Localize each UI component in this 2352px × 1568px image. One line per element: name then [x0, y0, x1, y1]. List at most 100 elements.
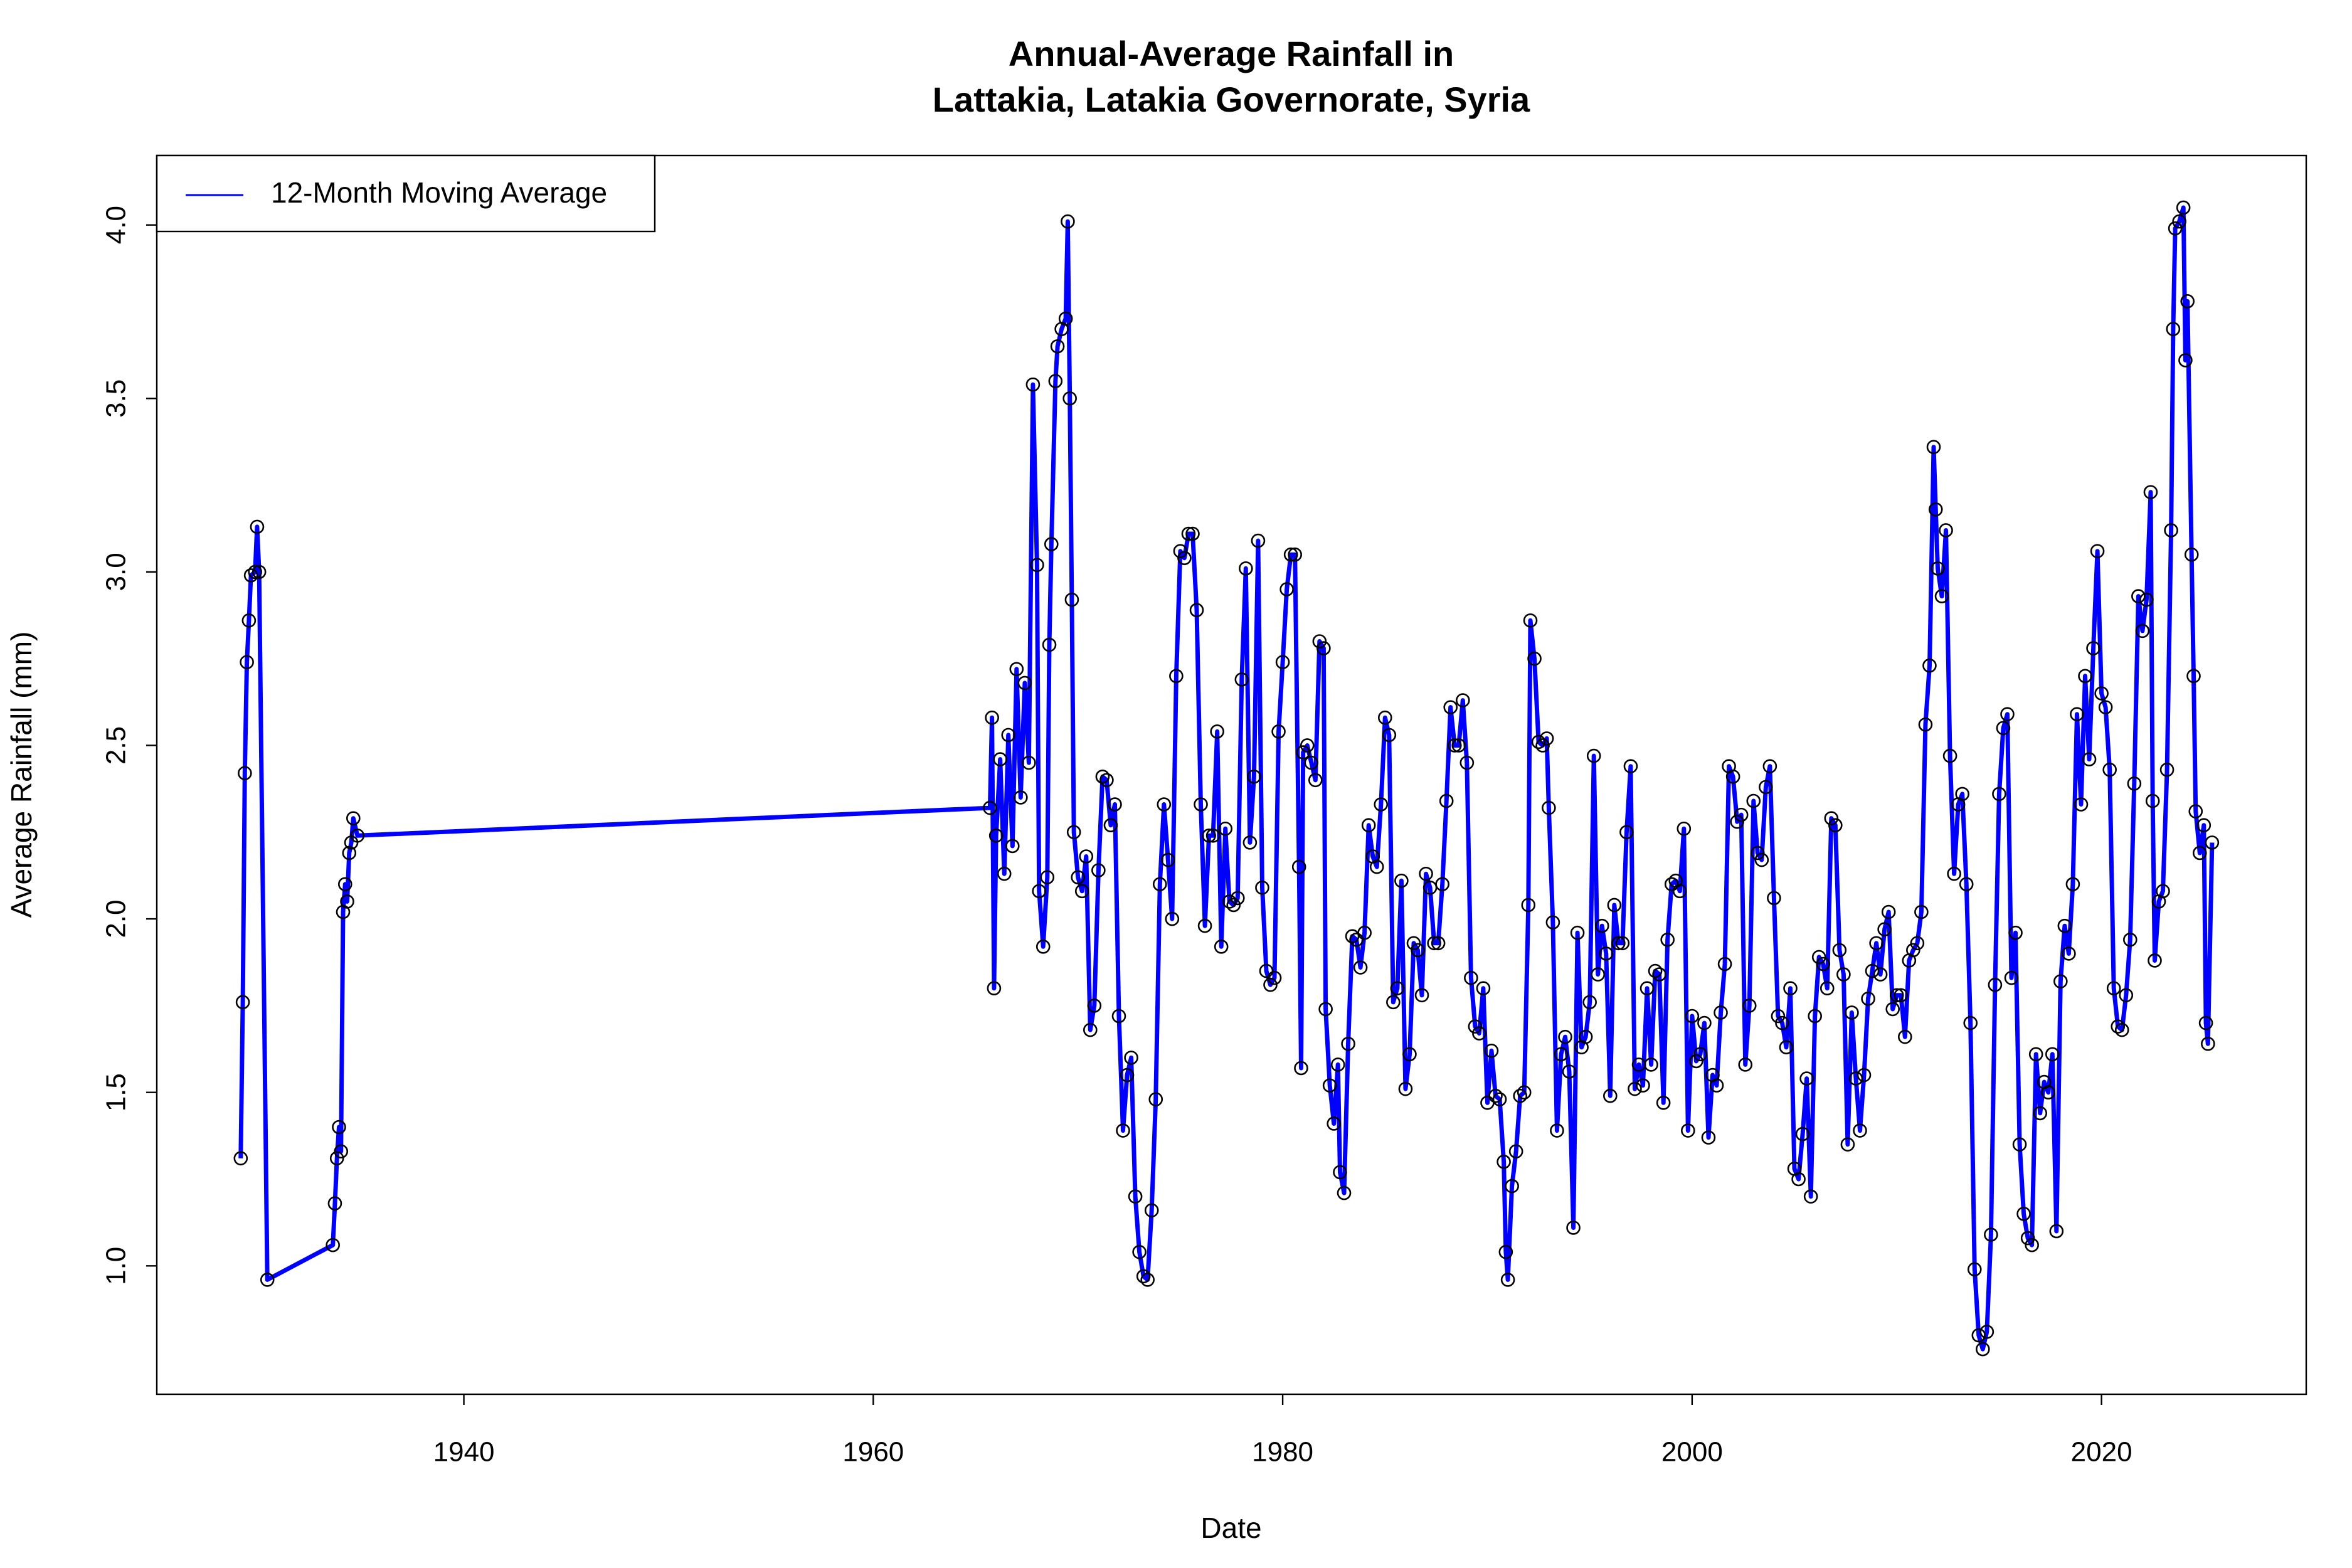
data-point: [1349, 932, 1364, 947]
data-point: [2166, 322, 2181, 336]
data-point: [2008, 925, 2023, 940]
data-point: [2033, 1106, 2048, 1121]
data-point: [1124, 1051, 1138, 1065]
data-point: [1271, 724, 1286, 739]
data-point: [983, 800, 997, 815]
data-point: [2028, 1047, 2043, 1062]
y-tick-label: 3.5: [101, 379, 132, 418]
data-point: [250, 519, 265, 534]
data-point: [2168, 221, 2183, 236]
data-point: [1531, 734, 1546, 750]
data-point: [1648, 963, 1663, 978]
data-point: [2131, 589, 2146, 603]
data-point: [1108, 797, 1122, 812]
data-point: [1304, 755, 1319, 770]
data-point: [1017, 675, 1032, 691]
data-point: [1177, 551, 1192, 566]
data-point: [1111, 1009, 1126, 1024]
data-point: [1734, 807, 1749, 822]
data-point: [1451, 738, 1466, 753]
data-point: [1750, 845, 1765, 861]
data-point: [1128, 1189, 1143, 1204]
data-point: [1132, 1244, 1147, 1259]
data-point: [1594, 918, 1609, 933]
data-point: [1279, 582, 1294, 596]
data-point: [240, 655, 254, 670]
y-tick-label: 2.0: [101, 900, 132, 938]
data-point: [1251, 533, 1266, 548]
data-point: [1291, 859, 1306, 874]
data-point: [1161, 852, 1175, 867]
data-point: [1523, 613, 1538, 628]
data-point: [1218, 821, 1233, 836]
data-point: [2127, 776, 2142, 791]
data-point: [2198, 1015, 2213, 1030]
data-point: [1971, 1328, 1986, 1343]
data-point: [1500, 1273, 1515, 1287]
data-point: [1061, 214, 1075, 229]
data-point: [2184, 547, 2199, 562]
data-point: [1623, 759, 1638, 773]
data-point: [1062, 391, 1077, 406]
data-point: [1498, 1244, 1513, 1259]
data-point: [1582, 995, 1597, 1010]
data-point: [1369, 859, 1384, 874]
data-point: [2143, 485, 2158, 499]
y-tick-label: 3.0: [101, 553, 132, 591]
data-point: [2106, 981, 2121, 996]
data-point: [1918, 717, 1933, 732]
data-point: [1242, 835, 1258, 850]
data-point: [2090, 544, 2105, 558]
data-point: [1799, 1071, 1814, 1086]
chart-title: Lattakia, Latakia Governorate, Syria: [933, 80, 1530, 119]
data-point: [1759, 780, 1773, 795]
data-point: [1488, 1088, 1503, 1103]
data-point: [1709, 1078, 1724, 1093]
data-point: [2049, 1224, 2064, 1239]
data-point: [1181, 526, 1196, 541]
data-point: [1308, 773, 1323, 788]
data-point: [1762, 759, 1777, 773]
data-point: [1294, 1061, 1308, 1076]
data-point: [1717, 956, 1732, 972]
data-point: [1120, 1067, 1135, 1083]
data-point: [342, 845, 357, 861]
data-point: [1992, 787, 2006, 802]
legend-label: 12-Month Moving Average: [271, 176, 607, 209]
data-point: [1300, 738, 1315, 753]
data-point: [1014, 790, 1028, 805]
data-point: [1861, 992, 1875, 1006]
data-point: [1414, 988, 1429, 1003]
data-point: [1459, 755, 1475, 770]
data-point: [1464, 970, 1478, 985]
data-point: [1140, 1273, 1155, 1287]
data-point: [1267, 970, 1282, 985]
data-point: [2123, 932, 2137, 947]
data-point: [1042, 637, 1057, 652]
data-point: [1922, 658, 1937, 673]
data-point: [1398, 1081, 1413, 1096]
data-point: [1832, 943, 1847, 958]
data-point: [1048, 374, 1063, 388]
chart-title: Annual-Average Rainfall in: [1009, 34, 1454, 73]
data-point: [2070, 707, 2084, 721]
data-point: [2156, 884, 2170, 899]
data-point: [1263, 977, 1278, 992]
data-point: [1836, 967, 1851, 982]
data-point: [1816, 956, 1831, 972]
data-point: [1771, 1009, 1786, 1024]
data-point: [1865, 963, 1880, 978]
data-point: [1984, 1227, 1998, 1242]
data-point: [1566, 1221, 1581, 1235]
data-point: [1447, 738, 1462, 753]
data-point: [1152, 877, 1167, 892]
data-point: [1615, 936, 1630, 951]
data-point: [2188, 804, 2203, 818]
data-point: [1210, 724, 1224, 739]
data-point: [1005, 839, 1020, 854]
data-point: [997, 866, 1012, 881]
data-point: [1910, 936, 1925, 951]
data-point: [1259, 963, 1274, 978]
x-tick-label: 2000: [1661, 1437, 1723, 1468]
